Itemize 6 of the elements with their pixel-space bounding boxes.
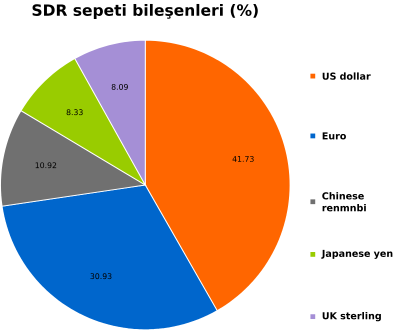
legend-label: Japanese yen <box>321 250 392 259</box>
legend-label: US dollar <box>322 72 371 80</box>
legend-label: Euro <box>322 132 346 140</box>
legend-label: Chinese renmnbi <box>322 192 366 212</box>
chart-title: SDR sepeti bileşenleri (%) <box>32 4 258 19</box>
legend-label: UK sterling <box>322 312 381 322</box>
